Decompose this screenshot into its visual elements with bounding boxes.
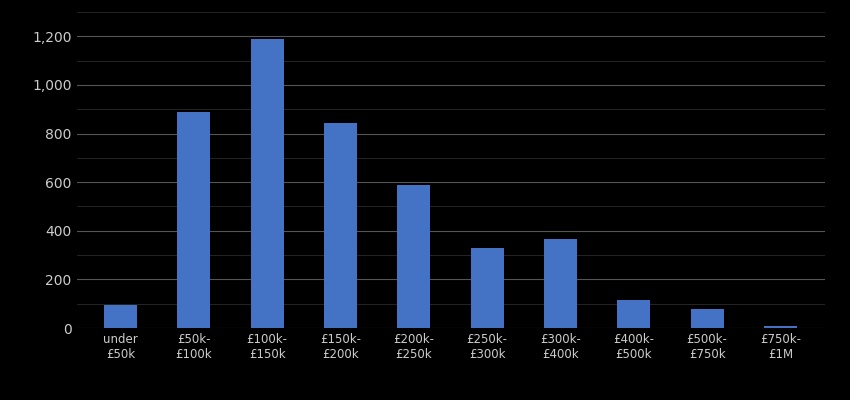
Bar [471,248,504,328]
Bar [397,184,430,328]
Bar [764,326,797,328]
Bar [544,239,577,328]
Bar [324,122,357,328]
Bar [178,112,210,328]
Bar [104,305,137,328]
Bar [691,308,723,328]
Bar [251,39,284,328]
Bar [617,300,650,328]
